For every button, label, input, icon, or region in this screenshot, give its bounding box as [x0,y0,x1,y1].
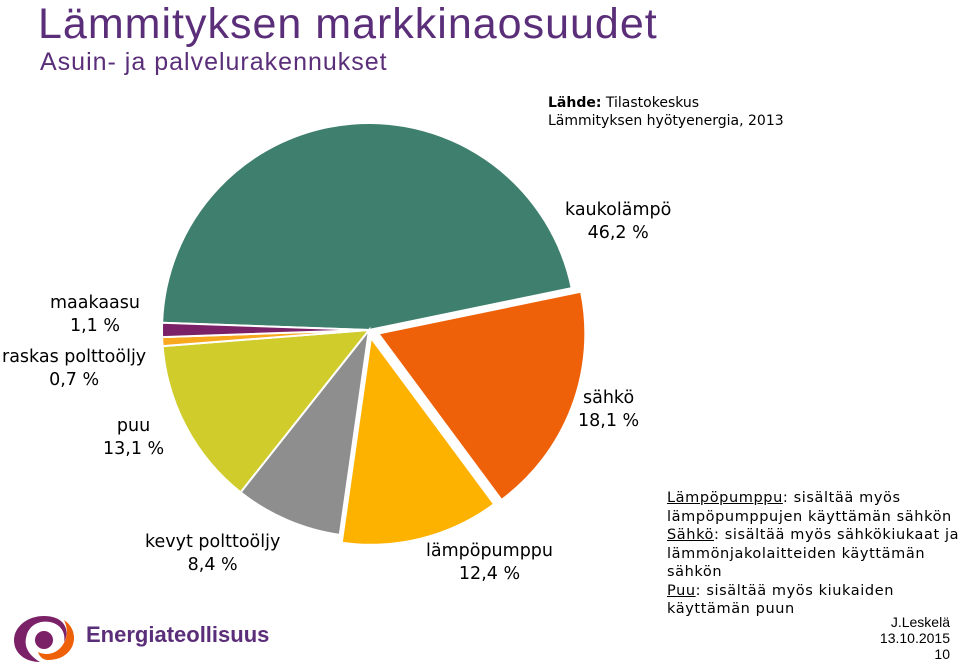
note-sahko-line-1: : sisältää myös sähkökiukaat ja [714,527,960,543]
label-maakaasu-value: 1,1 % [69,316,120,336]
label-lampopumppu-value: 12,4 % [458,564,521,584]
label-kevyt-polttooljy: kevyt polttoöljy 8,4 % [145,531,280,577]
slide-footer: J.Leskelä 13.10.2015 10 [880,614,950,662]
chart-notes: Lämpöpumppu: sisältää myös lämpöpumppuje… [667,489,959,619]
note-lampopumppu-key: Lämpöpumppu [667,490,783,506]
pie-slice-3 [239,326,371,537]
label-sahko: sähkö 18,1 % [578,387,639,433]
note-puu-key: Puu [667,582,696,599]
chart-source: Lähde: Tilastokeskus Lämmityksen hyötyen… [548,94,784,130]
note-sahko: Sähkö: sisältää myös sähkökiukaat ja läm… [667,526,959,582]
note-puu-line-2: käyttämän puun [667,601,795,617]
label-raskas-polttooljy: raskas polttoöljy 0,7 % [2,346,146,392]
label-kaukolampo: kaukolämpö 46,2 % [565,199,671,245]
label-lampopumppu-name: lämpöpumppu [426,541,554,561]
source-name: Tilastokeskus [605,95,700,111]
pie-slice-0 [161,121,573,332]
label-puu-name: puu [116,416,151,436]
source-label: Lähde: [548,95,602,111]
label-raskas-polttooljy-name: raskas polttoöljy [2,347,147,367]
footer-date: 13.10.2015 [879,630,950,646]
energiateollisuus-logo-icon [14,616,74,662]
label-puu: puu 13,1 % [103,415,164,461]
source-detail: Lämmityksen hyötyenergia, 2013 [548,113,784,129]
note-lampopumppu: Lämpöpumppu: sisältää myös lämpöpumppuje… [667,489,959,526]
note-puu: Puu: sisältää myös kiukaiden käyttämän p… [667,582,959,619]
note-lampopumppu-line-2: lämpöpumppujen käyttämän sähkön [667,508,952,525]
note-sahko-line-3: sähkön [667,564,723,580]
page-title: Lämmityksen markkinaosuudet [38,0,658,48]
pie-slice-4 [161,328,372,494]
footer-author: J.Leskelä [890,614,950,630]
pie-slice-6 [160,321,370,339]
label-lampopumppu: lämpöpumppu 12,4 % [426,540,553,586]
note-sahko-line-2: lämmönjakolaitteiden käyttämän [667,545,926,562]
label-kaukolampo-name: kaukolämpö [565,200,672,220]
label-puu-value: 13,1 % [103,439,165,459]
label-raskas-polttooljy-value: 0,7 % [49,370,100,390]
label-maakaasu: maakaasu 1,1 % [50,292,140,338]
label-sahko-name: sähkö [583,388,635,408]
page-subtitle: Asuin- ja palvelurakennukset [40,48,388,76]
pie-slice-2 [340,335,496,546]
label-kevyt-polttooljy-value: 8,4 % [187,555,238,575]
note-puu-line-1: : sisältää myös kiukaiden [695,582,895,599]
label-kevyt-polttooljy-name: kevyt polttoöljy [145,532,281,552]
note-sahko-key: Sähkö [667,527,715,543]
note-lampopumppu-line-1: : sisältää myös [782,490,901,506]
pie-slice-1 [376,290,587,502]
label-maakaasu-name: maakaasu [50,293,140,313]
brand-name: Energiateollisuus [86,622,270,647]
footer-page: 10 [934,646,950,662]
label-kaukolampo-value: 46,2 % [587,223,649,243]
label-sahko-value: 18,1 % [578,411,640,431]
